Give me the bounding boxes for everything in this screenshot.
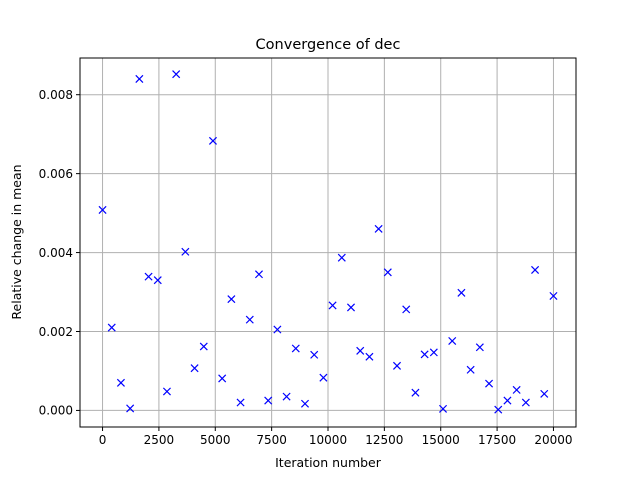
data-point-marker (264, 396, 273, 405)
x-axis-ticks: 0 2500 5000 7500 10000 12500 15000 17500 20000 (99, 427, 573, 447)
data-point-marker (245, 315, 254, 324)
x-tick-label: 5000 (200, 433, 231, 447)
y-tick-label: 0.006 (39, 167, 73, 181)
y-tick-label: 0.002 (39, 325, 73, 339)
data-point-marker (457, 288, 466, 297)
data-point-marker (107, 323, 116, 332)
y-axis-ticks: 0.000 0.002 0.004 0.006 0.008 (39, 88, 80, 418)
data-point-marker (98, 205, 107, 214)
x-tick-label: 17500 (478, 433, 516, 447)
x-tick-label: 20000 (534, 433, 572, 447)
data-point-marker (337, 253, 346, 262)
data-point-marker (218, 374, 227, 383)
data-point-marker (494, 405, 503, 414)
data-point-marker (116, 378, 125, 387)
data-point-marker (466, 365, 475, 374)
data-point-marker (485, 379, 494, 388)
data-point-marker (475, 343, 484, 352)
data-point-marker (383, 268, 392, 277)
data-point-marker (521, 398, 530, 407)
data-point-marker (448, 336, 457, 345)
data-point-marker (153, 276, 162, 285)
data-point-marker (181, 247, 190, 256)
data-point-marker (328, 301, 337, 310)
data-point-marker (346, 303, 356, 312)
data-markers (98, 70, 558, 414)
data-point-marker (126, 404, 135, 413)
data-point-marker (365, 352, 374, 361)
data-point-marker (236, 398, 245, 407)
data-point-marker (254, 270, 264, 279)
data-point-marker (199, 342, 208, 351)
data-point-marker (310, 350, 319, 359)
data-point-marker (319, 373, 328, 382)
data-point-marker (429, 348, 438, 357)
data-point-marker (512, 385, 521, 394)
data-point-marker (190, 364, 199, 373)
x-tick-label: 2500 (144, 433, 175, 447)
data-point-marker (439, 404, 448, 413)
data-point-marker (135, 74, 144, 83)
data-point-marker (503, 396, 512, 405)
data-point-marker (172, 70, 181, 79)
data-point-marker (392, 361, 402, 370)
x-tick-label: 12500 (365, 433, 403, 447)
data-point-marker (374, 224, 383, 233)
data-point-marker (208, 136, 217, 145)
data-point-marker (282, 392, 291, 401)
x-tick-label: 7500 (256, 433, 287, 447)
x-tick-label: 15000 (422, 433, 460, 447)
data-point-marker (411, 388, 420, 397)
data-point-marker (144, 272, 153, 281)
data-point-marker (291, 344, 300, 353)
data-point-marker (420, 350, 429, 359)
data-point-marker (402, 305, 411, 314)
y-tick-label: 0.000 (39, 404, 73, 418)
x-tick-label: 0 (99, 433, 107, 447)
chart-title: Convergence of dec (256, 37, 401, 53)
x-tick-label: 10000 (309, 433, 347, 447)
data-point-marker (227, 295, 236, 304)
x-axis-label: Iteration number (275, 455, 382, 470)
y-axis-label: Relative change in mean (9, 164, 24, 319)
y-tick-label: 0.004 (39, 246, 73, 260)
data-point-marker (300, 399, 310, 408)
data-point-marker (549, 291, 558, 300)
data-point-marker (531, 265, 540, 274)
data-point-marker (540, 389, 549, 398)
data-point-marker (162, 387, 171, 396)
data-point-marker (273, 325, 282, 334)
grid-lines (80, 58, 576, 427)
data-point-marker (356, 346, 365, 355)
y-tick-label: 0.008 (39, 88, 73, 102)
